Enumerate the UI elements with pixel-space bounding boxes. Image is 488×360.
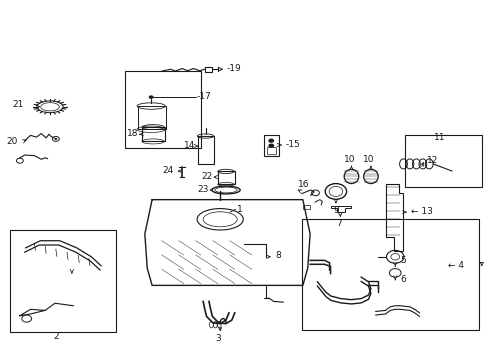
Bar <box>266 148 275 154</box>
Bar <box>204 67 212 72</box>
Bar <box>218 171 234 184</box>
Text: 24: 24 <box>163 166 174 175</box>
Text: 10: 10 <box>343 155 354 164</box>
Text: 8: 8 <box>275 251 280 260</box>
Text: 12: 12 <box>426 156 437 165</box>
Text: 6: 6 <box>399 275 405 284</box>
Text: 3: 3 <box>214 334 220 343</box>
Circle shape <box>268 144 274 148</box>
Text: -15: -15 <box>285 140 300 149</box>
Text: -19: -19 <box>226 64 241 73</box>
Bar <box>264 135 278 156</box>
Text: 14: 14 <box>183 141 195 150</box>
Circle shape <box>54 138 57 140</box>
Text: 22: 22 <box>201 172 213 181</box>
Text: 5: 5 <box>399 256 405 265</box>
Bar <box>142 127 164 141</box>
Text: 11: 11 <box>433 133 445 142</box>
Text: 21: 21 <box>12 100 23 109</box>
Text: -17: -17 <box>197 92 211 101</box>
Bar <box>301 219 478 330</box>
Circle shape <box>148 95 153 99</box>
Text: 7: 7 <box>335 219 341 228</box>
Text: 9: 9 <box>332 206 338 215</box>
Text: 2: 2 <box>53 332 59 341</box>
Text: 16: 16 <box>297 180 308 189</box>
Text: 23: 23 <box>198 185 209 194</box>
Bar <box>404 135 481 187</box>
Text: 18: 18 <box>126 129 138 138</box>
Bar <box>137 106 165 129</box>
Text: 1: 1 <box>236 205 242 214</box>
Text: ← 4: ← 4 <box>447 261 463 270</box>
Bar <box>125 71 201 148</box>
Text: ← 13: ← 13 <box>410 207 432 216</box>
Bar <box>198 136 214 164</box>
Text: 20: 20 <box>6 137 18 146</box>
Text: 10: 10 <box>363 155 374 164</box>
Bar <box>302 205 309 208</box>
Bar <box>10 230 116 332</box>
Circle shape <box>268 139 274 143</box>
